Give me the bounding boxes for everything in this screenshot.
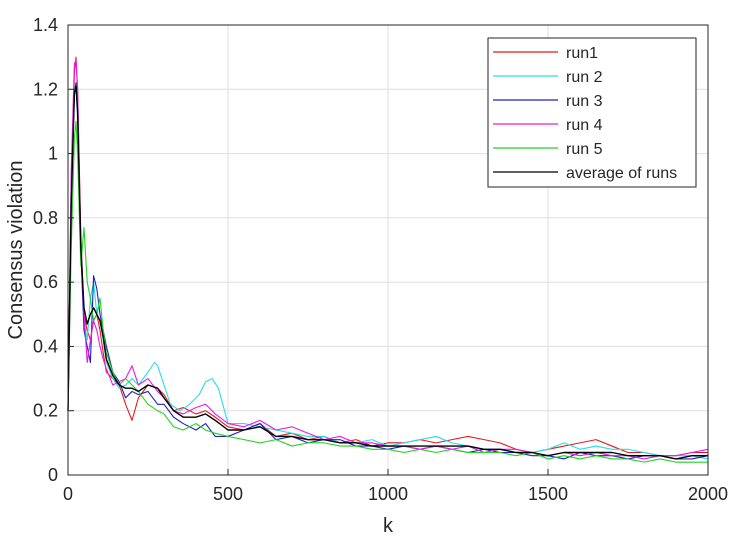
y-axis-label: Consensus violation [5,161,27,340]
x-tick-label: 1500 [528,484,568,504]
legend-entry-label: run 2 [566,69,603,86]
legend-entry-label: run1 [566,45,598,62]
y-tick-label: 0.2 [33,401,58,421]
series-layer [67,56,709,463]
series-line-5 [67,120,708,463]
legend-entry-label: run 5 [566,141,603,158]
x-tick-label: 0 [63,484,73,504]
y-tick-label: 0.4 [33,336,58,356]
y-tick-label: 0.6 [33,272,58,292]
y-axis: 0 0.2 0.4 0.6 0.8 1 1.2 1.4 [33,15,74,485]
legend: run1 run 2 run 3 run 4 run 5 average of runs [487,37,697,188]
legend-entry-label: run 3 [566,93,603,110]
series-line-6 [67,85,708,460]
y-tick-label: 1.2 [33,79,58,99]
x-axis: 0 500 1000 1500 2000 [63,469,728,504]
y-tick-label: 1.4 [33,15,58,35]
x-tick-label: 500 [213,484,243,504]
x-axis-label: k [383,515,394,537]
legend-box [487,37,697,188]
x-tick-label: 1000 [368,484,408,504]
y-tick-label: 0.8 [33,208,58,228]
y-tick-label: 1 [48,144,58,164]
x-tick-label: 2000 [688,484,728,504]
legend-entry-label: run 4 [566,117,603,134]
legend-entry-label: average of runs [566,165,677,182]
y-tick-label: 0 [48,465,58,485]
